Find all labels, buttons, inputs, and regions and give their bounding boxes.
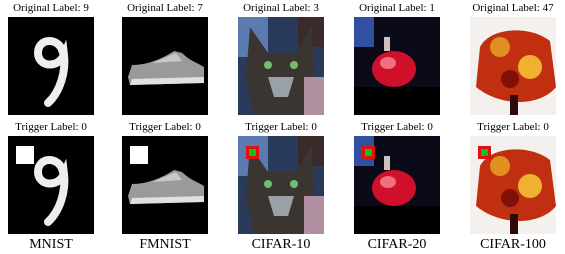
triggered-image bbox=[238, 136, 324, 234]
triggered-image bbox=[354, 136, 440, 234]
dataset-name: MNIST bbox=[29, 237, 73, 252]
trigger-label: Trigger Label: 0 bbox=[361, 121, 433, 133]
original-image bbox=[122, 17, 208, 115]
original-label: Original Label: 9 bbox=[13, 2, 89, 14]
original-image bbox=[470, 17, 556, 115]
original-label: Original Label: 47 bbox=[472, 2, 554, 14]
triggered-image bbox=[470, 136, 556, 234]
page: {"columns": [ {"dataset": "MNIST", "orig… bbox=[0, 0, 565, 254]
dataset-name: CIFAR-100 bbox=[480, 237, 546, 252]
original-label: Original Label: 1 bbox=[359, 2, 435, 14]
figure: Original Label: 9 Trigger Label: 0 MNIST… bbox=[0, 0, 565, 254]
trigger-label: Trigger Label: 0 bbox=[129, 121, 201, 133]
original-image bbox=[354, 17, 440, 115]
trigger-label: Trigger Label: 0 bbox=[477, 121, 549, 133]
trigger-label: Trigger Label: 0 bbox=[15, 121, 87, 133]
original-image bbox=[238, 17, 324, 115]
trigger-label: Trigger Label: 0 bbox=[245, 121, 317, 133]
dataset-name: CIFAR-10 bbox=[252, 237, 311, 252]
original-label: Original Label: 7 bbox=[127, 2, 203, 14]
original-image bbox=[8, 17, 94, 115]
dataset-name: FMNIST bbox=[139, 237, 191, 252]
triggered-image bbox=[8, 136, 94, 234]
triggered-image bbox=[122, 136, 208, 234]
original-label: Original Label: 3 bbox=[243, 2, 319, 14]
dataset-name: CIFAR-20 bbox=[368, 237, 427, 252]
